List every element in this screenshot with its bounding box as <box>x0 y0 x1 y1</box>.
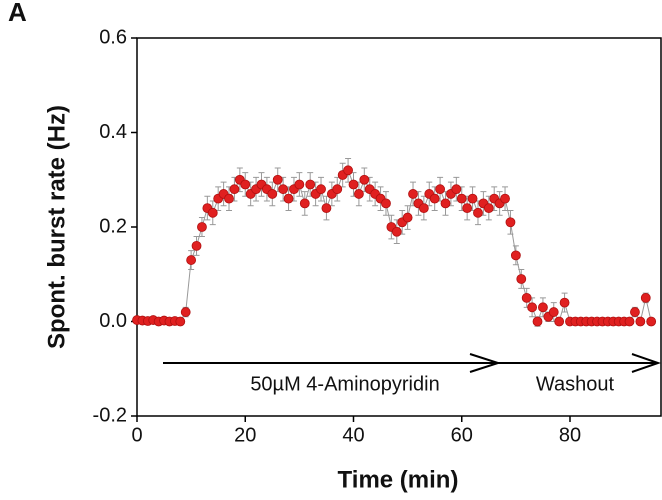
data-point <box>299 198 310 209</box>
y-tick-label: -0.2 <box>93 404 127 426</box>
data-point <box>186 255 197 265</box>
data-point <box>505 217 516 228</box>
x-axis-title: Time (min) <box>338 466 459 493</box>
data-point <box>473 207 483 218</box>
data-point <box>500 193 510 204</box>
y-tick-label: 0.2 <box>99 215 127 237</box>
data-point <box>510 250 521 261</box>
x-tick-label: 20 <box>234 424 256 446</box>
data-point <box>305 179 316 190</box>
x-tick-label: 0 <box>131 424 142 446</box>
data-point <box>402 212 413 223</box>
data-point <box>278 184 289 195</box>
data-point <box>624 316 635 327</box>
data-point <box>532 316 543 327</box>
data-point <box>348 179 359 190</box>
data-point <box>462 203 473 214</box>
data-point <box>191 240 202 251</box>
data-point <box>559 297 570 308</box>
data-point <box>391 226 402 237</box>
data-point <box>180 307 191 317</box>
data-point <box>516 274 527 284</box>
data-point <box>538 302 548 313</box>
data-point <box>316 184 326 195</box>
y-axis-title: Spont. burst rate (Hz) <box>43 105 70 349</box>
treatment-arrows <box>163 353 662 373</box>
data-point <box>548 307 559 317</box>
data-point <box>359 174 370 185</box>
annotation: Washout <box>536 373 615 395</box>
y-tick-label: 0.6 <box>99 26 127 48</box>
connecting-line <box>136 169 652 323</box>
data-point <box>630 307 640 317</box>
data-point <box>207 207 218 218</box>
data-point <box>440 198 451 209</box>
data-point <box>408 189 418 199</box>
panel-label: A <box>8 0 27 27</box>
data-point <box>354 189 364 199</box>
data-point <box>527 302 538 313</box>
data-point <box>429 193 440 204</box>
data-point <box>451 184 462 195</box>
data-point <box>521 292 532 303</box>
data-point <box>197 222 207 232</box>
data-point <box>646 316 657 327</box>
data-point <box>224 193 234 204</box>
data-point <box>467 193 478 204</box>
data-point <box>240 179 251 190</box>
x-tick-label: 60 <box>451 424 473 446</box>
data-point <box>283 193 294 204</box>
annotation: 50µM 4-Aminopyridin <box>250 373 439 395</box>
data-point <box>381 198 391 209</box>
data-point <box>272 174 283 185</box>
data-point <box>554 316 565 327</box>
data-point <box>483 203 494 214</box>
data-point <box>640 292 651 303</box>
data-point <box>332 184 343 195</box>
data-point <box>321 203 332 214</box>
data-point <box>456 193 467 204</box>
x-tick-label: 40 <box>342 424 364 446</box>
data-point <box>435 184 445 195</box>
data-point <box>418 203 429 214</box>
data-point <box>175 316 186 327</box>
y-tick-label: 0.4 <box>99 121 127 143</box>
data-point <box>294 179 305 190</box>
data-point <box>267 189 278 199</box>
data-point <box>229 184 240 195</box>
data-point <box>343 165 353 176</box>
y-tick-label: 0.0 <box>99 310 127 332</box>
x-tick-label: 80 <box>559 424 581 446</box>
data-point <box>635 316 646 327</box>
